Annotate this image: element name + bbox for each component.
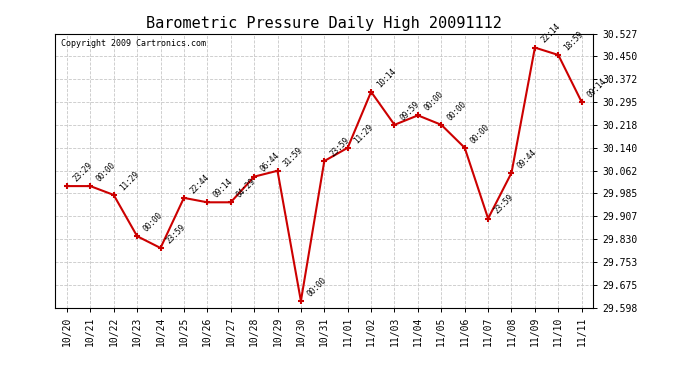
Text: 00:00: 00:00 <box>141 211 164 233</box>
Text: 00:00: 00:00 <box>446 99 469 122</box>
Text: 23:29: 23:29 <box>71 160 94 183</box>
Text: 23:59: 23:59 <box>492 193 515 216</box>
Text: 23:59: 23:59 <box>328 135 351 158</box>
Text: 10:14: 10:14 <box>375 66 398 89</box>
Text: 04:29: 04:29 <box>235 177 257 200</box>
Text: 22:44: 22:44 <box>188 172 210 195</box>
Text: 11:29: 11:29 <box>352 122 375 145</box>
Text: 31:59: 31:59 <box>282 145 304 168</box>
Text: 06:44: 06:44 <box>258 151 281 174</box>
Text: 09:59: 09:59 <box>399 99 422 122</box>
Text: 00:00: 00:00 <box>469 122 491 145</box>
Text: 11:29: 11:29 <box>118 170 141 192</box>
Text: 22:14: 22:14 <box>539 22 562 45</box>
Text: 23:59: 23:59 <box>165 222 188 245</box>
Text: 09:14: 09:14 <box>211 177 234 200</box>
Text: 18:59: 18:59 <box>562 30 585 52</box>
Text: 00:00: 00:00 <box>422 90 445 112</box>
Title: Barometric Pressure Daily High 20091112: Barometric Pressure Daily High 20091112 <box>146 16 502 31</box>
Text: 00:00: 00:00 <box>305 276 328 298</box>
Text: 00:00: 00:00 <box>95 160 117 183</box>
Text: Copyright 2009 Cartronics.com: Copyright 2009 Cartronics.com <box>61 39 206 48</box>
Text: 09:44: 09:44 <box>515 147 538 170</box>
Text: 09:14: 09:14 <box>586 76 609 99</box>
